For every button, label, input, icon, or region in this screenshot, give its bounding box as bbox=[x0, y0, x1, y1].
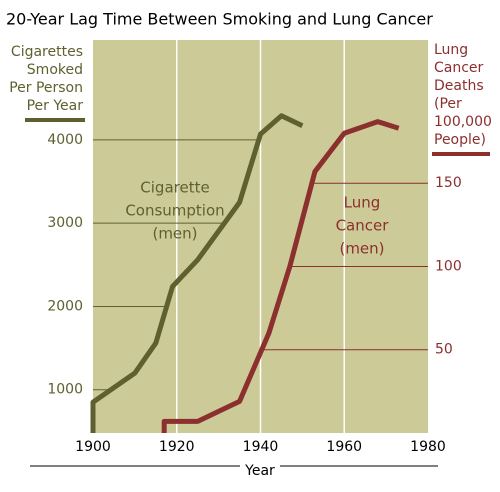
y-axis-label: Cigarettes bbox=[11, 44, 83, 60]
y2-axis-label: People) bbox=[434, 132, 486, 148]
series-line bbox=[161, 119, 400, 433]
y2-tick-label: 50 bbox=[435, 342, 453, 358]
y-axis-label: Per Person bbox=[9, 80, 83, 96]
y2-tick-label: 100 bbox=[435, 258, 462, 274]
series-annotation: (men) bbox=[152, 225, 197, 243]
series-annotation: Consumption bbox=[125, 202, 224, 220]
x-tick-label: 1980 bbox=[410, 439, 446, 455]
y-tick-label: 2000 bbox=[47, 298, 83, 314]
series-annotation: (men) bbox=[339, 240, 384, 258]
series-annotation: Cigarette bbox=[140, 179, 209, 197]
chart-title: 20-Year Lag Time Between Smoking and Lun… bbox=[6, 10, 433, 29]
x-axis-label: Year bbox=[244, 463, 275, 479]
y-axis-label: Per Year bbox=[27, 98, 84, 114]
y-tick-label: 3000 bbox=[47, 215, 83, 231]
y-axis-label: Smoked bbox=[27, 62, 83, 78]
x-tick-label: 1900 bbox=[75, 439, 111, 455]
y2-axis-label: (Per bbox=[434, 96, 462, 112]
y2-axis-label: Cancer bbox=[434, 60, 484, 76]
series-annotation: Lung bbox=[344, 194, 381, 212]
series-line bbox=[90, 113, 304, 433]
y2-axis-label: Lung bbox=[434, 42, 468, 58]
x-tick-label: 1940 bbox=[243, 439, 279, 455]
y-tick-label: 1000 bbox=[47, 382, 83, 398]
y-tick-label: 4000 bbox=[47, 132, 83, 148]
series-annotation: Cancer bbox=[336, 217, 390, 235]
y2-axis-label: Deaths bbox=[434, 78, 484, 94]
y2-axis-label: 100,000 bbox=[434, 114, 492, 130]
y2-tick-label: 150 bbox=[435, 175, 462, 191]
x-tick-label: 1960 bbox=[326, 439, 362, 455]
x-tick-label: 1920 bbox=[159, 439, 195, 455]
